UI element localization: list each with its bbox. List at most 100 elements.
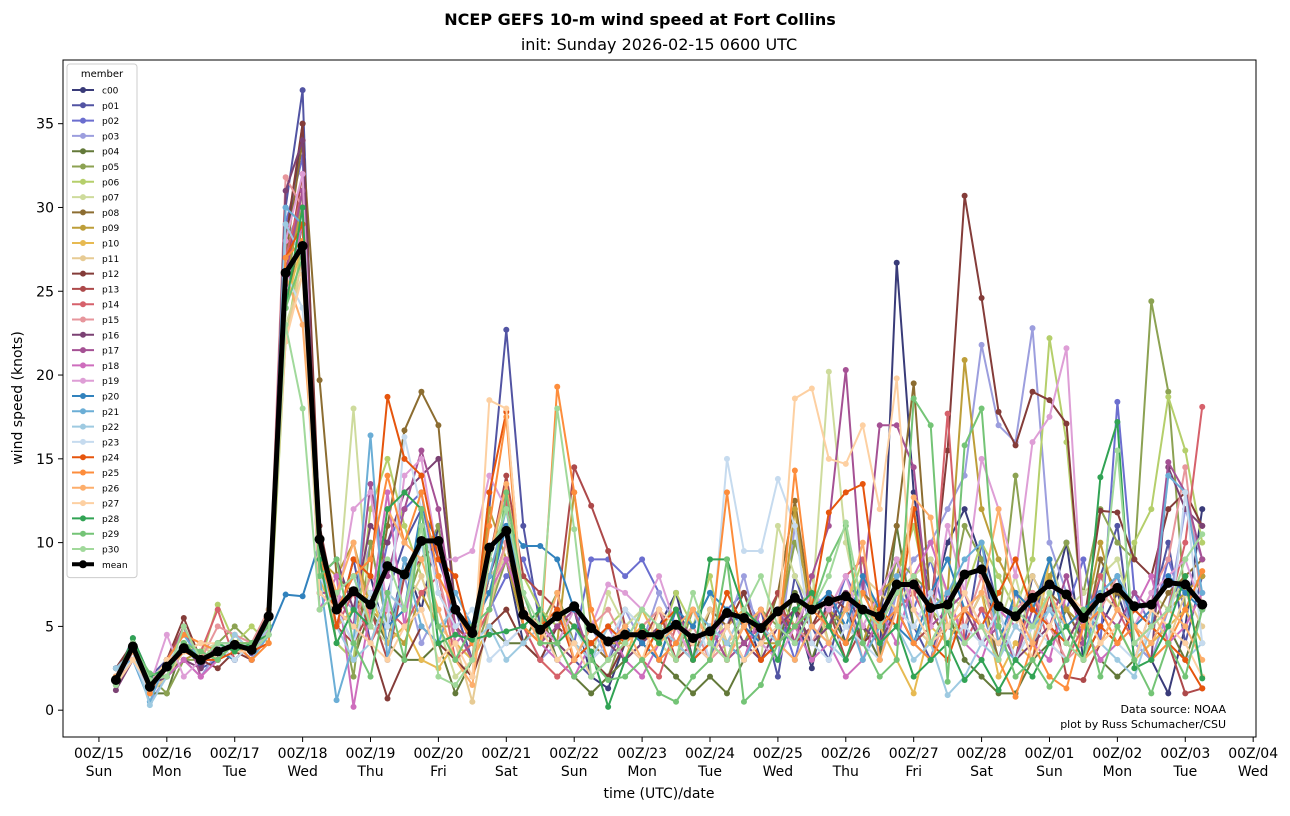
member-point — [486, 397, 493, 404]
member-point — [486, 472, 493, 479]
legend-label: p11 — [102, 255, 119, 265]
member-point — [299, 170, 306, 177]
legend-label: p27 — [102, 500, 119, 510]
member-point — [435, 422, 442, 429]
member-point — [384, 506, 391, 513]
member-point — [944, 623, 951, 630]
legend-marker — [80, 438, 86, 445]
member-point — [791, 606, 798, 613]
legend-label: p29 — [102, 530, 119, 540]
y-tick-label: 20 — [36, 368, 54, 384]
mean-point — [908, 579, 919, 590]
member-point — [1199, 556, 1206, 563]
legend-label: p15 — [102, 316, 119, 326]
mean-point — [925, 602, 936, 613]
member-point — [435, 640, 442, 647]
member-point — [469, 698, 476, 705]
member-point — [1165, 472, 1172, 479]
member-point — [401, 522, 408, 529]
member-point — [961, 522, 968, 529]
member-point — [740, 589, 747, 596]
member-point — [384, 455, 391, 462]
member-point — [571, 673, 578, 680]
x-tick-label: 00Z/02 — [1092, 746, 1142, 762]
mean-point — [178, 643, 189, 654]
member-point — [656, 656, 663, 663]
member-point — [1080, 556, 1087, 563]
member-point — [1012, 556, 1019, 563]
x-tick-sublabel: Mon — [627, 764, 657, 780]
mean-point — [586, 623, 597, 634]
member-point — [418, 589, 425, 596]
y-tick-label: 25 — [36, 284, 54, 300]
member-point — [978, 606, 985, 613]
member-point — [248, 656, 255, 663]
member-point — [825, 509, 832, 516]
member-point — [588, 502, 595, 509]
member-point — [588, 690, 595, 697]
member-point — [1131, 665, 1138, 672]
x-tick-label: 00Z/24 — [685, 746, 735, 762]
member-point — [961, 442, 968, 449]
y-tick-label: 10 — [36, 536, 54, 552]
member-point — [537, 656, 544, 663]
member-point — [944, 410, 951, 417]
member-point — [706, 640, 713, 647]
member-point — [452, 623, 459, 630]
member-point — [910, 380, 917, 387]
mean-point — [976, 564, 987, 575]
member-point — [927, 422, 934, 429]
member-point — [927, 539, 934, 546]
x-tick-sublabel: Thu — [832, 764, 859, 780]
member-point — [622, 656, 629, 663]
mean-point — [1146, 599, 1157, 610]
member-point — [605, 547, 612, 554]
member-point — [435, 573, 442, 580]
x-tick-label: 00Z/03 — [1160, 746, 1210, 762]
legend-label: p12 — [102, 270, 119, 280]
member-point — [401, 455, 408, 462]
member-point — [1131, 539, 1138, 546]
member-point — [1165, 623, 1172, 630]
member-point — [927, 656, 934, 663]
member-point — [486, 631, 493, 638]
member-point — [554, 405, 561, 412]
member-point — [146, 702, 153, 709]
member-point — [1029, 556, 1036, 563]
member-point — [1029, 640, 1036, 647]
member-point — [791, 506, 798, 513]
member-point — [774, 623, 781, 630]
member-point — [961, 606, 968, 613]
legend-box — [66, 63, 138, 579]
member-point — [961, 589, 968, 596]
member-point — [1199, 640, 1206, 647]
member-point — [180, 623, 187, 630]
member-point — [418, 455, 425, 462]
mean-point — [280, 267, 291, 278]
member-point — [384, 472, 391, 479]
member-point — [706, 673, 713, 680]
member-point — [588, 556, 595, 563]
member-point — [1063, 685, 1070, 692]
member-point — [1080, 656, 1087, 663]
legend-marker — [80, 546, 86, 552]
legend-marker — [80, 255, 86, 262]
member-point — [350, 640, 357, 647]
legend-marker — [80, 530, 86, 537]
member-point — [1199, 522, 1206, 529]
member-point — [944, 556, 951, 563]
member-point — [757, 682, 764, 689]
member-point — [978, 539, 985, 546]
member-point — [1046, 397, 1053, 404]
member-point — [1063, 656, 1070, 663]
member-point — [503, 640, 510, 647]
member-point — [418, 506, 425, 513]
member-point — [1114, 623, 1121, 630]
member-point — [367, 489, 374, 496]
member-point — [571, 656, 578, 663]
member-point — [605, 581, 612, 588]
x-tick-label: 00Z/22 — [549, 746, 599, 762]
mean-point — [416, 535, 427, 546]
member-point — [163, 631, 170, 638]
member-point — [214, 601, 221, 608]
